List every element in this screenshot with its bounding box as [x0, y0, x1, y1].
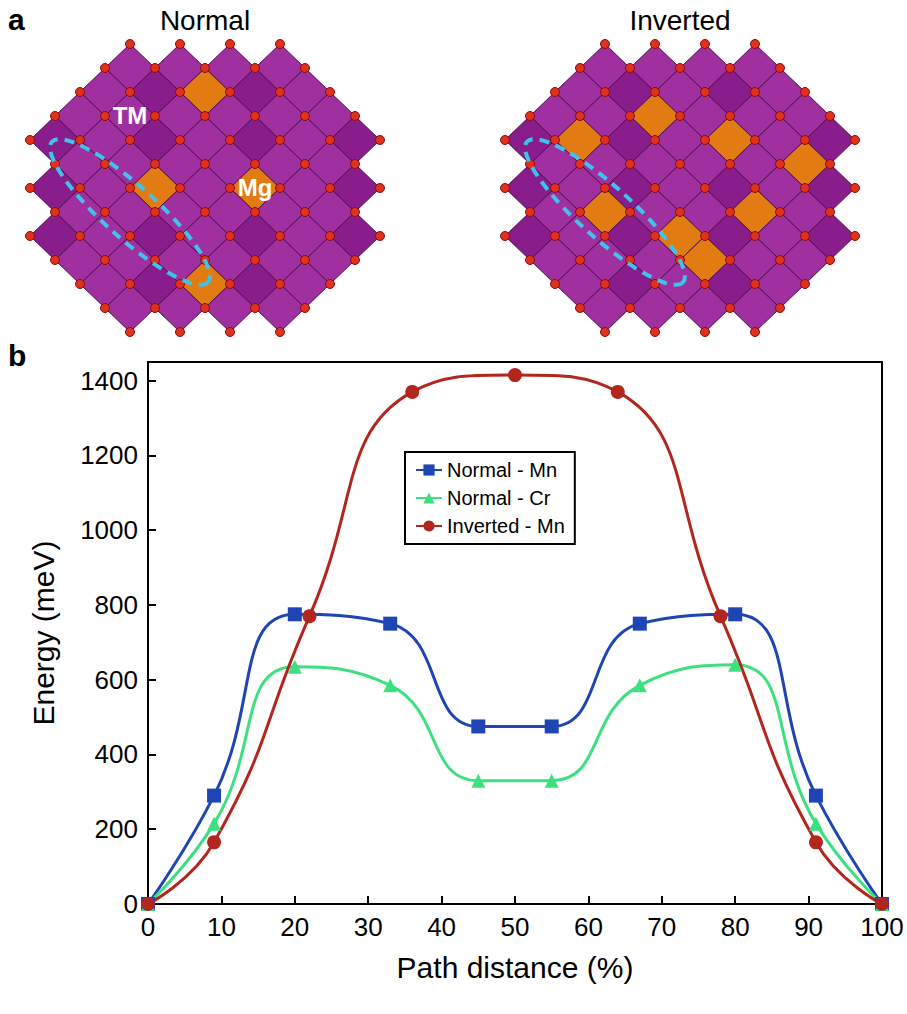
svg-text:Normal - Cr: Normal - Cr: [447, 487, 551, 509]
svg-text:TM: TM: [113, 102, 148, 129]
svg-text:Normal: Normal: [160, 5, 250, 36]
svg-text:Path distance (%): Path distance (%): [397, 951, 634, 984]
svg-text:0: 0: [141, 912, 155, 942]
svg-text:80: 80: [721, 912, 750, 942]
svg-text:10: 10: [207, 912, 236, 942]
svg-text:Inverted - Mn: Inverted - Mn: [447, 515, 565, 537]
svg-text:600: 600: [95, 665, 138, 695]
svg-text:100: 100: [860, 912, 903, 942]
svg-text:20: 20: [280, 912, 309, 942]
svg-text:60: 60: [574, 912, 603, 942]
svg-text:50: 50: [501, 912, 530, 942]
svg-text:400: 400: [95, 739, 138, 769]
svg-text:Normal - Mn: Normal - Mn: [447, 459, 557, 481]
svg-text:Mg: Mg: [238, 174, 273, 201]
svg-text:70: 70: [647, 912, 676, 942]
svg-text:1400: 1400: [80, 366, 138, 396]
svg-text:0: 0: [124, 889, 138, 919]
svg-text:Inverted: Inverted: [629, 5, 730, 36]
svg-text:1200: 1200: [80, 440, 138, 470]
svg-text:b: b: [8, 340, 26, 372]
svg-text:30: 30: [354, 912, 383, 942]
svg-text:1000: 1000: [80, 515, 138, 545]
svg-text:90: 90: [794, 912, 823, 942]
svg-text:800: 800: [95, 590, 138, 620]
svg-text:200: 200: [95, 814, 138, 844]
svg-text:Energy (meV): Energy (meV): [27, 540, 60, 725]
svg-text:40: 40: [427, 912, 456, 942]
svg-text:a: a: [8, 3, 25, 36]
